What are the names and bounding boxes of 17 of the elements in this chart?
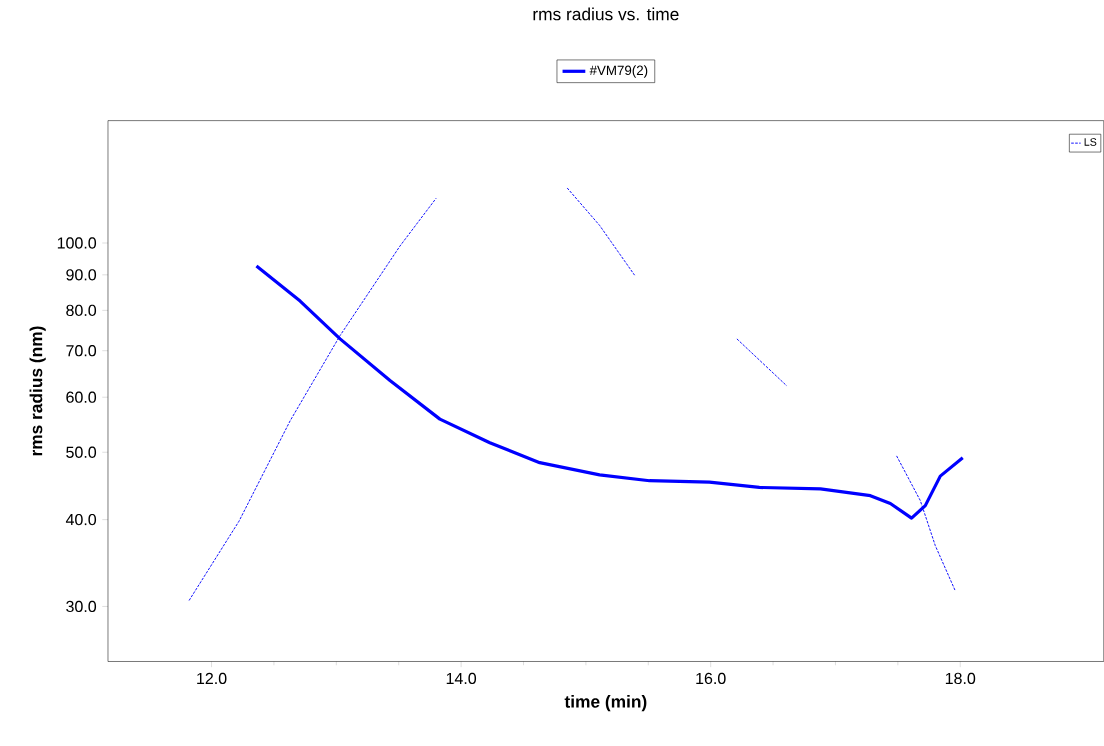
y-axis-title: rms radius (nm) — [29, 326, 46, 456]
x-tick-label: 14.0 — [446, 672, 477, 684]
y-tick-label: 40.0 — [65, 513, 97, 526]
legend-label: LS — [1084, 137, 1097, 146]
y-tick-label: 50.0 — [66, 446, 97, 458]
y-tick-label: 80.0 — [66, 304, 97, 316]
legend-label: #VM79(2) — [589, 65, 648, 78]
x-tick-label: 18.0 — [945, 672, 976, 684]
x-axis-title: time (min) — [564, 694, 647, 711]
y-tick-label: 30.0 — [66, 600, 97, 612]
y-tick-label: 60.0 — [66, 391, 97, 403]
x-tick-label: 12.0 — [197, 672, 227, 684]
y-tick-label: 100.0 — [57, 237, 97, 249]
x-tick-label: 16.0 — [696, 672, 726, 684]
y-tick-label: 70.0 — [66, 344, 97, 357]
chart-title: rms radius vs. time — [533, 7, 679, 21]
y-tick-label: 90.0 — [66, 268, 97, 281]
